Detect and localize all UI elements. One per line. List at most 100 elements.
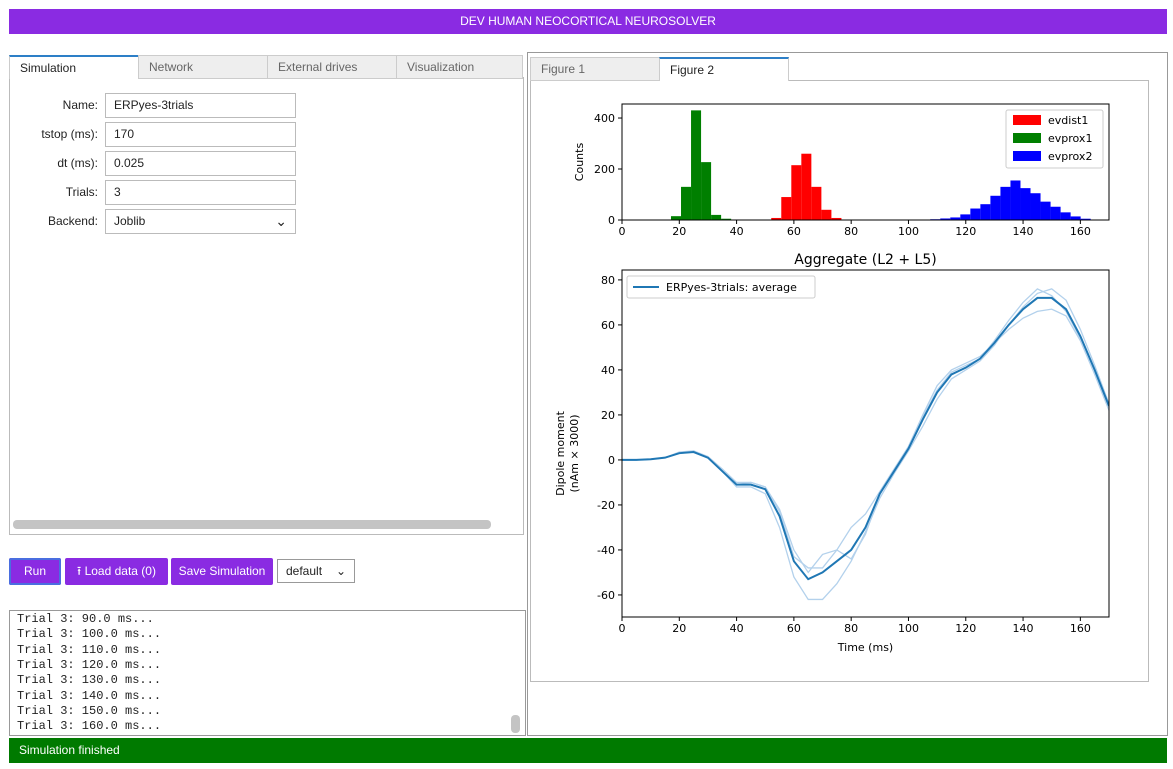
histogram-bar (940, 218, 951, 220)
x-tick-label: 60 (787, 225, 801, 238)
scrollbar[interactable] (13, 520, 491, 529)
histogram-bar (990, 195, 1001, 220)
y-tick-label: 0 (608, 214, 615, 227)
upload-icon: ⭱ (77, 564, 85, 578)
field-label: tstop (ms): (41, 127, 98, 141)
legend-swatch (1013, 115, 1041, 125)
x-tick-label: 120 (955, 622, 976, 635)
histogram-bar (1060, 212, 1071, 220)
dropdown[interactable]: default ⌄ (277, 559, 355, 583)
y-tick-label: 400 (594, 112, 615, 125)
histogram-bar (950, 217, 961, 220)
histogram-bar (1040, 201, 1051, 220)
line-series (622, 296, 1109, 581)
tab[interactable]: Figure 1 (530, 57, 660, 81)
histogram-bar (681, 186, 692, 220)
histogram-bar (701, 162, 712, 220)
x-axis-label: Time (ms) (837, 641, 893, 654)
button[interactable]: Run (9, 558, 61, 585)
figure-area (530, 80, 1149, 682)
histogram-bar (821, 209, 832, 220)
histogram-bar (811, 186, 822, 220)
histogram-bar (1010, 180, 1021, 220)
x-tick-label: 160 (1070, 225, 1091, 238)
histogram-bar (721, 218, 732, 220)
field-label: Name: (62, 98, 98, 112)
tab[interactable]: Simulation (9, 55, 139, 79)
field-input[interactable]: 3 (105, 180, 296, 205)
tab[interactable]: Network (138, 55, 268, 79)
field-input[interactable]: 0.025 (105, 151, 296, 176)
y-tick-label: 20 (601, 409, 615, 422)
log-line: Trial 3: 140.0 ms... (17, 688, 162, 703)
field-label: dt (ms): (57, 156, 98, 170)
x-tick-label: 160 (1070, 622, 1091, 635)
histogram-bar (1070, 216, 1081, 220)
legend-swatch (1013, 151, 1041, 161)
log-line: Trial 3: 150.0 ms... (17, 703, 162, 718)
histogram-bar (1000, 186, 1011, 220)
x-tick-label: 20 (672, 622, 686, 635)
histogram-bar (960, 214, 971, 220)
x-tick-label: 40 (730, 622, 744, 635)
legend-label: evprox1 (1048, 132, 1092, 145)
y-tick-label: -20 (597, 499, 615, 512)
legend-label: evprox2 (1048, 150, 1092, 163)
figure: 0 20 40 60 80 100 120 140 1600200400Countsevdist… (554, 103, 1110, 654)
tab[interactable]: Figure 2 (659, 57, 789, 81)
axes-frame (621, 103, 1110, 221)
x-tick-label: 100 (898, 622, 919, 635)
legend-swatch (1013, 133, 1041, 143)
histogram-bar (791, 165, 802, 220)
field-label: Backend: (47, 214, 98, 228)
histogram-bar (801, 153, 812, 220)
histogram-bar (1050, 206, 1061, 220)
histogram-bar (771, 217, 782, 220)
chart-title: Aggregate (L2 + L5) (794, 252, 936, 268)
button[interactable]: Save Simulation (171, 558, 273, 585)
field-label: Trials: (65, 185, 98, 199)
chevron: ⌄ (275, 213, 287, 229)
app-header: DEV HUMAN NEOCORTICAL NEUROSOLVER (9, 9, 1167, 34)
histogram-bar (781, 197, 792, 220)
button[interactable]: ⭱ Load data (0) (65, 558, 168, 585)
histogram-bar (970, 208, 981, 220)
y-axis-label: Dipole moment (554, 410, 567, 495)
x-tick-label: 20 (672, 225, 686, 238)
y-tick-label: 40 (601, 364, 615, 377)
axes-frame (621, 269, 1110, 618)
histogram-bar (980, 204, 991, 220)
button-label: Save Simulation (178, 564, 266, 578)
tab[interactable]: Visualization (396, 55, 523, 79)
button-label: Run (23, 564, 46, 578)
x-tick-label: 60 (787, 622, 801, 635)
figure-panel (527, 52, 1168, 736)
log-scrollbar[interactable] (511, 715, 520, 733)
field-input[interactable]: 170 (105, 122, 296, 147)
log-line: Trial 3: 120.0 ms... (17, 657, 162, 672)
legend-box (626, 275, 816, 299)
legend-label: ERPyes-3trials: average (666, 281, 797, 294)
y-axis-label: (nAm × 3000) (568, 415, 581, 493)
y-axis-label: Counts (573, 143, 586, 182)
log-line: Trial 3: 160.0 ms... (17, 719, 162, 734)
x-tick-label: 40 (730, 225, 744, 238)
x-tick-label: 140 (1013, 622, 1034, 635)
field-input[interactable]: ERPyes-3trials (105, 93, 296, 118)
legend-label: evdist1 (1048, 114, 1088, 127)
y-tick-label: -40 (597, 544, 615, 557)
log-line: Trial 3: 130.0 ms... (17, 673, 162, 688)
x-tick-label: 0 (619, 225, 626, 238)
tab[interactable]: External drives (267, 55, 397, 79)
y-tick-label: -60 (597, 589, 615, 602)
dropdown-value: default (286, 564, 323, 578)
histogram-bar (1080, 218, 1091, 220)
field-input[interactable]: Joblib ⌄ (105, 209, 296, 234)
histogram-bar (1030, 193, 1041, 220)
x-tick-label: 0 (619, 622, 626, 635)
histogram-bar (1020, 188, 1031, 220)
x-tick-label: 120 (955, 225, 976, 238)
histogram-bar (711, 214, 722, 220)
log-line: Trial 3: 90.0 ms... (17, 612, 154, 626)
histogram-bar (670, 216, 682, 220)
